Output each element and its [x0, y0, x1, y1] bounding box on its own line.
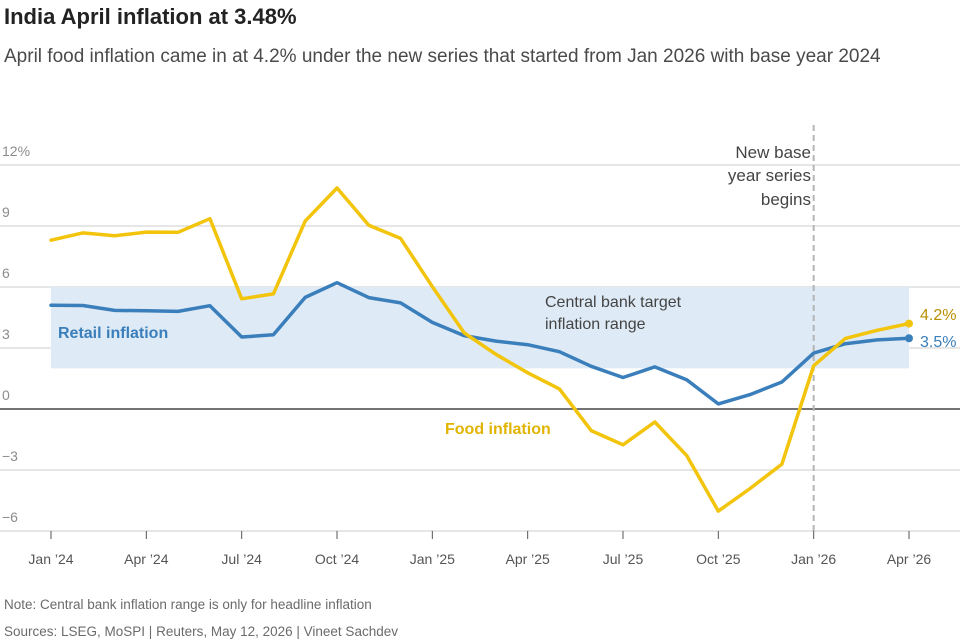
series-lines: [49, 186, 913, 513]
food-series-label: Food inflation: [445, 421, 551, 438]
y-tick-label: 6: [2, 265, 10, 281]
retail-inflation-line: [49, 280, 911, 406]
x-tick-label: Oct ’25: [696, 551, 741, 567]
food-end-label: 4.2%: [920, 307, 956, 324]
x-tick-label: Apr ’25: [505, 551, 550, 567]
x-axis-ticks: Jan ’24 Apr ’24 Jul ’24 Oct ’24 Jan ’25 Apr ’…: [28, 531, 931, 567]
y-tick-label: 9: [2, 204, 10, 220]
food-inflation-line: [49, 186, 911, 513]
chart-note: Note: Central bank inflation range is on…: [4, 597, 372, 612]
chart-sources: Sources: LSEG, MoSPI | Reuters, May 12, …: [4, 624, 398, 639]
x-tick-label: Jan ’26: [791, 551, 836, 567]
annotation-label-line-1: New base: [735, 143, 811, 162]
band-label-line-2: inflation range: [545, 316, 646, 333]
band-label-line-1: Central bank target: [545, 294, 682, 311]
annotation-label-line-2: year series: [728, 166, 811, 185]
y-tick-label: −6: [2, 509, 18, 525]
x-tick-label: Jan ’25: [410, 551, 455, 567]
y-axis-ticks: 12% 9 6 3 0 −3 −6: [2, 143, 30, 525]
y-tick-label: −3: [2, 448, 18, 464]
x-tick-label: Oct ’24: [315, 551, 360, 567]
x-tick-label: Jul ’24: [221, 551, 262, 567]
x-tick-label: Apr ’24: [124, 551, 169, 567]
x-tick-label: Jul ’25: [603, 551, 644, 567]
y-tick-label: 12%: [2, 143, 30, 159]
annotation-label-line-3: begins: [761, 190, 811, 209]
y-tick-label: 0: [2, 387, 10, 403]
retail-end-label: 3.5%: [920, 334, 956, 351]
chart-title: India April inflation at 3.48%: [4, 4, 297, 29]
x-tick-label: Apr ’26: [887, 551, 932, 567]
retail-series-label: Retail inflation: [58, 325, 168, 342]
chart-subtitle: April food inflation came in at 4.2% und…: [4, 46, 881, 67]
target-range-band: [51, 287, 909, 369]
retail-inflation-end-point: [905, 334, 913, 343]
food-inflation-end-point: [905, 319, 913, 328]
y-tick-label: 3: [2, 326, 10, 342]
x-tick-label: Jan ’24: [28, 551, 73, 567]
